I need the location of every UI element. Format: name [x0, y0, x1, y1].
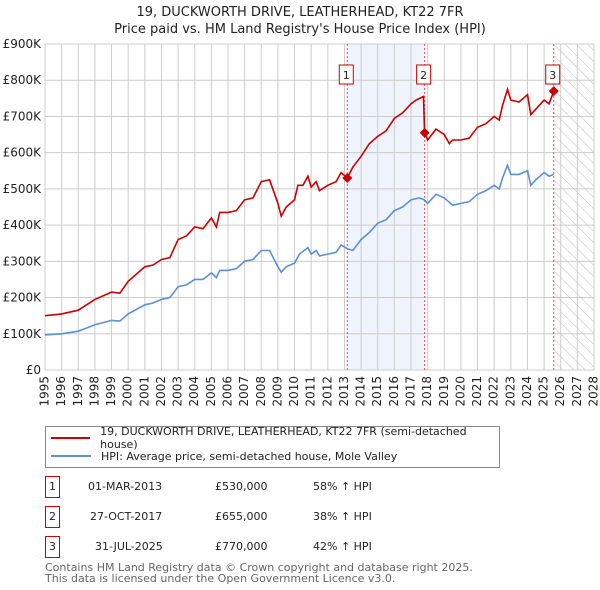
- series-line: [44, 86, 555, 317]
- marker-badge: 1: [45, 476, 60, 498]
- x-tick-label: 2023: [503, 376, 517, 407]
- sale-price: £770,000: [215, 540, 268, 553]
- chart-title: 19, DUCKWORTH DRIVE, LEATHERHEAD, KT22 7…: [0, 0, 600, 38]
- legend-item-property: 19, DUCKWORTH DRIVE, LEATHERHEAD, KT22 7…: [51, 425, 499, 451]
- price-chart: 1995 1996 1997 1998 1999 2000 2001 2002 2003 2004…: [3, 37, 600, 407]
- x-tick-label: 1995: [38, 376, 52, 407]
- sale-price: £530,000: [215, 480, 268, 493]
- sale-label-box: [338, 64, 354, 85]
- y-tick-label: £0: [26, 363, 41, 377]
- title-line: 19, DUCKWORTH DRIVE, LEATHERHEAD, KT22 7…: [136, 5, 464, 20]
- x-tick-label: 2028: [587, 376, 600, 407]
- sale-label: 3: [549, 69, 556, 82]
- highlight-band: [347, 44, 425, 370]
- sale-label-box: [416, 64, 432, 85]
- x-tick-label: 2026: [553, 376, 567, 407]
- x-tick-label: 2016: [387, 376, 401, 407]
- y-tick-label: £300K: [3, 254, 43, 268]
- legend-swatch-blue: [51, 455, 91, 457]
- y-tick-label: £100K: [3, 327, 43, 341]
- x-tick-label: 1999: [104, 376, 118, 407]
- y-tick-label: £800K: [3, 73, 43, 87]
- x-tick-label: 1998: [87, 376, 101, 407]
- x-tick-label: 2001: [137, 376, 151, 407]
- sale-price: £655,000: [215, 510, 268, 523]
- x-tick-label: 2002: [154, 376, 168, 407]
- x-tick-label: 2003: [171, 376, 185, 407]
- x-tick-label: 2012: [320, 376, 334, 407]
- footer-line: This data is licensed under the Open Gov…: [45, 572, 396, 585]
- x-tick-label: 2019: [437, 376, 451, 407]
- footer-line: Contains HM Land Registry data © Crown c…: [45, 561, 473, 574]
- sale-date: 31-JUL-2025: [95, 540, 163, 553]
- x-tick-label: 2011: [304, 376, 318, 407]
- legend-label: HPI: Average price, semi-detached house,…: [101, 449, 398, 463]
- y-tick-label: £700K: [3, 109, 43, 123]
- x-tick-label: 2024: [520, 376, 534, 407]
- sale-point: [419, 127, 430, 138]
- x-tick-label: 2021: [470, 376, 484, 407]
- sale-point: [342, 173, 353, 184]
- hpi-change: 58% ↑ HPI: [313, 480, 372, 493]
- x-tick-label: 2022: [487, 376, 501, 407]
- x-tick-label: 2009: [270, 376, 284, 407]
- legend: 19, DUCKWORTH DRIVE, LEATHERHEAD, KT22 7…: [45, 425, 500, 468]
- y-tick-label: £600K: [3, 146, 43, 160]
- x-tick-label: 1997: [71, 376, 85, 407]
- y-tick-label: £400K: [3, 218, 43, 232]
- y-tick-label: £200K: [3, 291, 43, 305]
- hpi-change: 42% ↑ HPI: [313, 540, 372, 553]
- series-line: [44, 163, 554, 336]
- legend-label: 19, DUCKWORTH DRIVE, LEATHERHEAD, KT22 7…: [100, 425, 467, 451]
- marker-badge: 2: [45, 506, 60, 528]
- table-row: 1 01-MAR-2013 £530,000 58% ↑ HPI: [45, 476, 545, 498]
- x-tick-label: 2005: [204, 376, 218, 407]
- y-tick-label: £500K: [3, 182, 43, 196]
- footer: Contains HM Land Registry data © Crown c…: [45, 562, 473, 584]
- x-tick-label: 2000: [121, 376, 135, 407]
- hpi-change: 38% ↑ HPI: [313, 510, 372, 523]
- x-tick-label: 2010: [287, 376, 301, 407]
- x-tick-label: 2008: [254, 376, 268, 407]
- x-tick-label: 2018: [420, 376, 434, 407]
- x-tick-label: 2027: [570, 376, 584, 407]
- plot-frame: [44, 43, 595, 371]
- x-tick-label: 2025: [537, 376, 551, 407]
- table-row: 3 31-JUL-2025 £770,000 42% ↑ HPI: [45, 536, 545, 558]
- legend-swatch-red: [51, 437, 91, 439]
- forecast-hatch: [553, 44, 594, 370]
- y-tick-label: £900K: [3, 37, 43, 51]
- subtitle-line: Price paid vs. HM Land Registry's House …: [114, 22, 486, 37]
- x-tick-label: 2015: [370, 376, 384, 407]
- marker-badge: 3: [45, 536, 60, 558]
- x-tick-label: 2007: [237, 376, 251, 407]
- sale-date: 01-MAR-2013: [88, 480, 163, 493]
- x-tick-label: 2006: [221, 376, 235, 407]
- sale-label: 2: [420, 69, 427, 82]
- sale-point: [548, 86, 559, 97]
- x-tick-label: 1996: [54, 376, 68, 407]
- x-tick-label: 2004: [187, 376, 201, 407]
- sale-date: 27-OCT-2017: [90, 510, 163, 523]
- x-tick-label: 2020: [453, 376, 467, 407]
- sale-label-box: [545, 64, 561, 85]
- table-row: 2 27-OCT-2017 £655,000 38% ↑ HPI: [45, 506, 545, 528]
- x-tick-label: 2013: [337, 376, 351, 407]
- x-tick-label: 2017: [404, 376, 418, 407]
- x-tick-label: 2014: [354, 376, 368, 407]
- legend-item-hpi: HPI: Average price, semi-detached house,…: [51, 448, 397, 464]
- sale-label: 1: [343, 69, 350, 82]
